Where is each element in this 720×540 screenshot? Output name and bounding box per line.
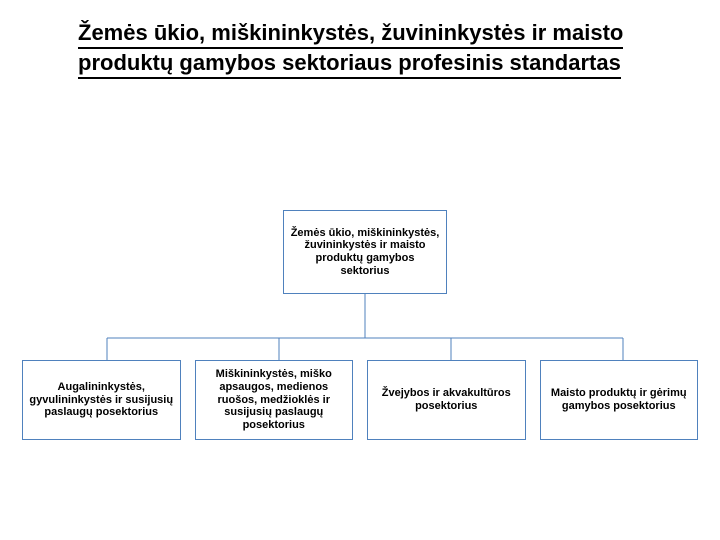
title-line-1: Žemės ūkio, miškininkystės, žuvininkystė… [78,20,623,49]
slide-title-region: Žemės ūkio, miškininkystės, žuvininkystė… [0,0,720,83]
org-child-node: Augalininkystės, gyvulininkystės ir susi… [22,360,181,440]
slide-title: Žemės ūkio, miškininkystės, žuvininkystė… [78,18,660,77]
title-line-2: produktų gamybos sektoriaus profesinis s… [78,50,621,79]
org-root-node: Žemės ūkio, miškininkystės, žuvininkystė… [283,210,447,294]
org-child-node: Maisto produktų ir gėrimų gamybos posekt… [540,360,699,440]
org-child-node: Žvejybos ir akvakultūros posektorius [367,360,526,440]
org-child-node: Miškininkystės, miško apsaugos, medienos… [195,360,354,440]
org-children-row: Augalininkystės, gyvulininkystės ir susi… [22,360,698,440]
